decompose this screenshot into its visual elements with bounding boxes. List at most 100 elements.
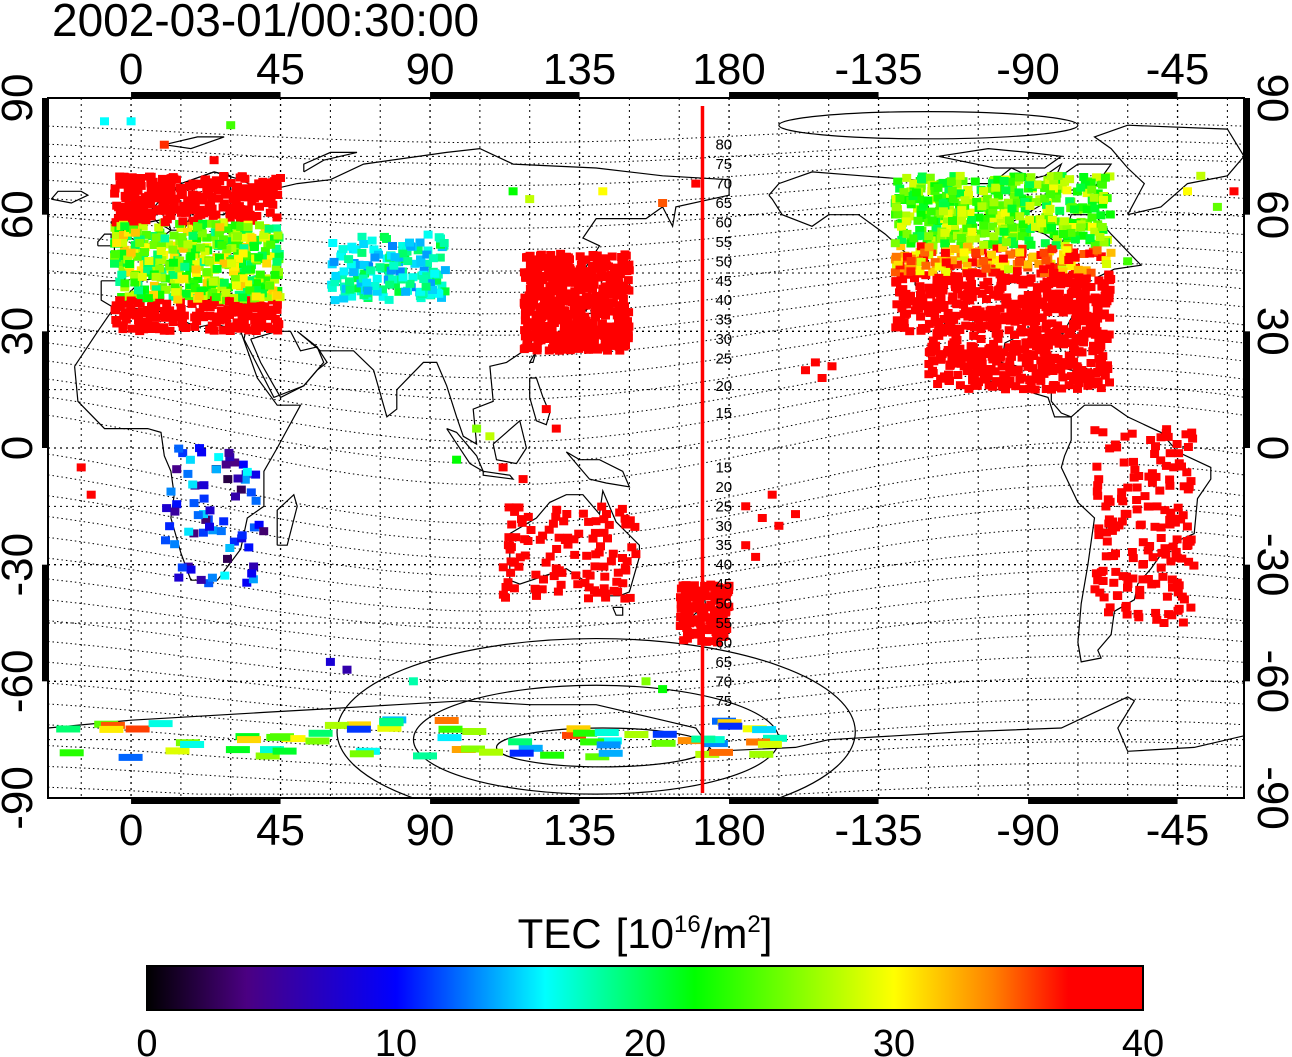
tec-cell bbox=[224, 448, 234, 457]
tec-cell bbox=[560, 345, 570, 354]
tec-cell bbox=[924, 232, 934, 241]
tec-cell bbox=[246, 265, 256, 274]
tec-cell bbox=[339, 267, 349, 276]
tec-cell bbox=[422, 250, 432, 259]
tec-cell bbox=[948, 217, 957, 225]
tec-cell bbox=[1104, 330, 1114, 339]
bottom-scale-bar-segment bbox=[729, 798, 879, 804]
tec-cell bbox=[700, 581, 710, 590]
tec-cell bbox=[1093, 220, 1103, 229]
tec-cell bbox=[967, 227, 977, 236]
tec-cell bbox=[924, 348, 934, 357]
tec-cell bbox=[532, 346, 542, 355]
tec-cell bbox=[1100, 371, 1110, 380]
tec-cell bbox=[1016, 276, 1026, 285]
tec-cell bbox=[165, 747, 190, 755]
tec-cell bbox=[214, 194, 224, 203]
tec-cell bbox=[262, 259, 272, 268]
tec-cell bbox=[1090, 239, 1100, 248]
tec-cell bbox=[1083, 381, 1093, 390]
tec-cell bbox=[129, 191, 139, 200]
tec-cell bbox=[618, 554, 627, 562]
top-longitude-tick-label: 0 bbox=[119, 45, 143, 94]
tec-cell bbox=[1099, 238, 1109, 247]
tec-cell bbox=[1079, 338, 1089, 347]
tec-cell bbox=[178, 217, 188, 226]
tec-cell bbox=[552, 505, 562, 514]
tec-cell bbox=[227, 259, 236, 268]
tec-cell bbox=[1022, 349, 1032, 358]
tec-cell bbox=[1048, 382, 1058, 391]
tec-cell bbox=[185, 264, 195, 273]
tec-cell bbox=[1099, 279, 1109, 288]
magnetic-latitude-label-north: 40 bbox=[715, 292, 732, 309]
tec-cell bbox=[715, 598, 725, 607]
tec-cell bbox=[1011, 198, 1021, 207]
tec-cell bbox=[990, 347, 1000, 356]
tec-cell bbox=[211, 293, 221, 302]
tec-cell bbox=[1041, 320, 1051, 328]
tec-cell bbox=[517, 518, 527, 527]
tec-cell bbox=[143, 294, 153, 303]
tec-cell bbox=[953, 357, 963, 366]
tec-cell bbox=[440, 287, 450, 296]
tec-cell bbox=[501, 583, 511, 591]
tec-cell bbox=[180, 741, 205, 748]
magnetic-latitude-contour bbox=[48, 157, 1244, 186]
tec-cell bbox=[1008, 223, 1018, 232]
tec-cell bbox=[158, 187, 168, 196]
tec-cell bbox=[658, 199, 668, 207]
top-longitude-tick-label: -90 bbox=[996, 45, 1060, 94]
tec-cell bbox=[1021, 317, 1031, 326]
tec-cell bbox=[510, 507, 520, 516]
tec-cell bbox=[1105, 210, 1115, 219]
tec-cell bbox=[185, 455, 195, 464]
tec-cell bbox=[156, 247, 166, 255]
tec-cell bbox=[556, 580, 566, 589]
tec-cell bbox=[956, 234, 966, 242]
tec-cell bbox=[932, 329, 942, 338]
tec-cell bbox=[416, 287, 426, 296]
tec-cell bbox=[255, 202, 264, 211]
tec-cell bbox=[134, 286, 143, 295]
tec-cell bbox=[165, 326, 175, 335]
magnetic-latitude-contour bbox=[48, 548, 1244, 612]
tec-cell bbox=[223, 305, 233, 314]
tec-cell bbox=[1079, 250, 1089, 258]
tec-cell bbox=[617, 290, 627, 299]
tec-cell bbox=[1174, 459, 1184, 468]
tec-cell bbox=[1077, 348, 1087, 357]
tec-cell bbox=[263, 322, 273, 331]
tec-cell bbox=[718, 585, 728, 594]
tec-cell bbox=[207, 573, 217, 582]
tec-cell bbox=[1168, 542, 1178, 551]
tec-cell bbox=[584, 594, 593, 603]
tec-cell bbox=[956, 241, 966, 250]
tec-cell bbox=[110, 189, 120, 198]
tec-cell bbox=[1102, 335, 1112, 343]
tec-cell bbox=[1008, 233, 1018, 242]
magnetic-latitude-label-north: 80 bbox=[715, 137, 732, 154]
tec-cell bbox=[146, 212, 156, 221]
tec-cell bbox=[137, 272, 147, 281]
tec-cell bbox=[530, 584, 540, 593]
tec-cell bbox=[590, 528, 600, 537]
tec-cell bbox=[117, 270, 127, 279]
tec-cell bbox=[710, 615, 720, 623]
right-latitude-tick-label: 0 bbox=[1248, 436, 1292, 460]
tec-cell bbox=[927, 216, 937, 225]
coastline-path bbox=[74, 307, 302, 581]
magnetic-latitude-contour bbox=[48, 762, 1244, 787]
colorbar-title: TEC [1016/m2] bbox=[518, 910, 773, 957]
tec-cell bbox=[1018, 309, 1028, 318]
tec-cell bbox=[979, 221, 989, 230]
tec-cell bbox=[1112, 443, 1122, 452]
tec-cell bbox=[230, 208, 239, 217]
tec-cell bbox=[991, 183, 1001, 192]
tec-cell bbox=[906, 267, 916, 276]
tec-cell bbox=[1009, 211, 1019, 220]
tec-cell bbox=[1073, 265, 1083, 274]
tec-cell bbox=[1085, 319, 1095, 328]
tec-cell bbox=[1080, 301, 1090, 310]
tec-cell bbox=[257, 289, 267, 298]
